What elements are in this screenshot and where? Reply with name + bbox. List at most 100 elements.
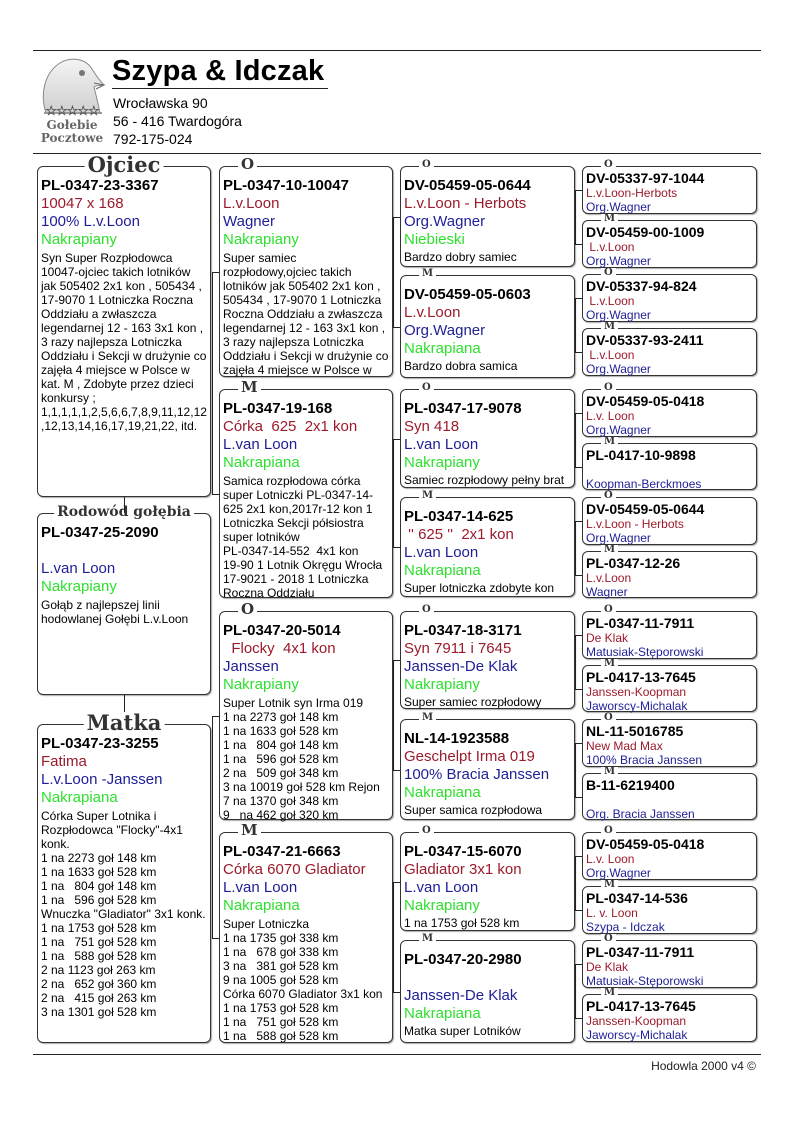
pigeon-name: Syn 418 xyxy=(404,418,460,435)
card-label: O xyxy=(419,160,434,170)
note-line: 1 na 1753 goł 528 km xyxy=(404,916,520,930)
ancestor-card-gen2[interactable]: O PL-0347-10-10047 L.v.Loon Wagner Nakrapian… xyxy=(219,157,393,377)
ancestor-card-gen4[interactable]: M DV-05337-93-2411 L.v.Loon Org.Wagner xyxy=(582,322,757,376)
note-line: Oddziału i Sekcji w drużynie co xyxy=(41,349,207,363)
father-card[interactable]: Ojciec PL-0347-23-3367 10047 x 168 100% L.v… xyxy=(37,154,211,497)
ancestor-card-gen4[interactable]: O NL-11-5016785 New Mad Max 100% Bracia Jan… xyxy=(582,713,757,767)
pigeon-name: Janssen-Koopman xyxy=(586,1014,687,1028)
card-content: DV-05459-05-0603 L.v.Loon Org.Wagner Nakrap… xyxy=(404,286,572,373)
note-line: Super samiec xyxy=(223,251,297,265)
breeder-line: L.van Loon xyxy=(223,436,298,453)
ancestor-card-gen4[interactable]: M PL-0347-14-536 L. v. Loon Szypa - Idczak xyxy=(582,880,757,934)
ancestor-card-gen4[interactable]: O DV-05459-05-0418 L.v. Loon Org.Wagner xyxy=(582,383,757,437)
connector-line xyxy=(575,635,576,689)
note-line: 3 razy najlepsza Lotniczka xyxy=(223,335,364,349)
note-line: Bardzo dobra samica xyxy=(404,359,518,373)
ancestor-card-gen4[interactable]: O DV-05459-05-0418 L.v. Loon Org.Wagner xyxy=(582,826,757,880)
connector-line xyxy=(575,190,582,191)
ancestor-card-gen3[interactable]: M PL-0347-20-2980 Janssen-De Klak Nakrapian… xyxy=(400,934,575,1043)
ancestor-card-gen4[interactable]: O PL-0347-11-7911 De Klak Matusiak-Stęporow… xyxy=(582,605,757,659)
footer-credit: Hodowla 2000 v4 © xyxy=(651,1059,756,1073)
card-content: PL-0347-23-3367 10047 x 168 100% L.v.Loon N… xyxy=(41,177,208,433)
ancestor-card-gen4[interactable]: M PL-0417-10-9898 Koopman-Berckmoes xyxy=(582,437,757,491)
ancestor-card-gen4[interactable]: M DV-05459-00-1009 L.v.Loon Org.Wagner xyxy=(582,214,757,268)
connector-line xyxy=(575,413,582,414)
card-label: O xyxy=(601,160,616,170)
breeder-line: L.van Loon xyxy=(404,544,479,561)
card-label: M xyxy=(601,214,619,224)
card-label: M xyxy=(601,322,619,332)
ancestor-card-gen4[interactable]: M PL-0347-12-26 L.v.Loon Wagner xyxy=(582,545,757,599)
logo-text-line2: Pocztowe xyxy=(40,131,104,145)
ancestor-card-gen3[interactable]: O PL-0347-18-3171 Syn 7911 i 7645 Janssen-D… xyxy=(400,605,575,709)
connector-line xyxy=(212,272,213,494)
connector-line xyxy=(575,298,576,352)
ancestor-card-gen3[interactable]: M PL-0347-14-625 '' 625 '' 2x1 kon L.van L… xyxy=(400,491,575,597)
pigeon-name: Fatima xyxy=(41,753,87,770)
pigeon-head-icon xyxy=(42,58,106,114)
ancestor-card-gen3[interactable]: O PL-0347-17-9078 Syn 418 L.van Loon Nakrapi… xyxy=(400,383,575,488)
ancestor-card-gen2[interactable]: M PL-0347-21-6663 Córka 6070 Gladiator L.va… xyxy=(219,823,393,1043)
note-line: hodowlanej Gołębi L.v.Loon xyxy=(41,612,189,626)
pigeon-name: L.v.Loon-Herbots xyxy=(586,186,678,200)
card-content: DV-05337-97-1044 L.v.Loon-Herbots Org.Wagn… xyxy=(586,170,754,214)
card-label: M xyxy=(601,880,619,890)
ancestor-card-gen3[interactable]: O DV-05459-05-0644 L.v.Loon - Herbots Org.W… xyxy=(400,160,575,267)
note-line: 1 na 588 goł 528 km xyxy=(223,1029,339,1043)
connector-line xyxy=(212,494,219,495)
connector-line xyxy=(124,695,125,712)
card-label: Ojciec xyxy=(84,154,164,176)
ancestor-card-gen4[interactable]: M PL-0417-13-7645 Janssen-Koopman Jaworscy-… xyxy=(582,988,757,1042)
ancestor-card-gen3[interactable]: M NL-14-1923588 Geschelpt Irma 019 100% Bra… xyxy=(400,713,575,820)
ancestor-card-gen3[interactable]: M DV-05459-05-0603 L.v.Loon Org.Wagner Nakra… xyxy=(400,269,575,378)
ancestor-card-gen4[interactable]: O DV-05459-05-0644 L.v.Loon - Herbots Org.W… xyxy=(582,491,757,545)
header-divider xyxy=(33,153,761,154)
pigeon-name: L.v.Loon xyxy=(586,571,632,585)
mother-card[interactable]: Matka PL-0347-23-3255 Fatima L.v.Loon -Jans… xyxy=(37,712,211,1043)
pigeon-notes: Samica rozpłodowa córka super Lotniczki P… xyxy=(223,474,390,600)
color-description: Nakrapiana xyxy=(41,789,118,806)
breeder-line: Org.Wagner xyxy=(586,362,651,376)
card-content: DV-05459-05-0418 L.v. Loon Org.Wagner xyxy=(586,393,754,437)
note-line: 19-90 1 Lotnik Okręgu Wrocła xyxy=(223,558,383,572)
connector-line xyxy=(575,856,582,857)
card-label: M xyxy=(419,491,437,501)
ancestor-card-gen4[interactable]: O DV-05337-97-1044 L.v.Loon-Herbots Org.Wag… xyxy=(582,160,757,214)
card-label: O xyxy=(419,383,434,393)
breeder-line: Matusiak-Stęporowski xyxy=(586,974,704,988)
note-line: 1 na 804 goł 148 km xyxy=(41,879,157,893)
connector-line xyxy=(575,910,582,911)
card-content: NL-14-1923588 Geschelpt Irma 019 100% Brac… xyxy=(404,730,572,817)
breeder-line: Org.Wagner xyxy=(586,254,651,268)
ancestor-card-gen4[interactable]: M B-11-6219400 Org. Bracia Janssen xyxy=(582,767,757,821)
ancestor-card-gen4[interactable]: O DV-05337-94-824 L.v.Loon Org.Wagner xyxy=(582,268,757,322)
note-line: 7 na 1370 goł 348 km xyxy=(223,794,339,808)
ancestor-card-gen2[interactable]: M PL-0347-19-168 Córka 625 2x1 kon L.van Lo… xyxy=(219,380,393,600)
breeder-title: Szypa & Idczak xyxy=(112,55,329,89)
breeder-line: L.van Loon xyxy=(404,879,479,896)
card-label: M xyxy=(238,380,261,395)
note-line: 1 na 751 goł 528 km xyxy=(223,1015,339,1029)
color-description: Nakrapiana xyxy=(404,340,481,357)
breeder-line: L.van Loon xyxy=(41,560,116,577)
ancestor-card-gen4[interactable]: M PL-0417-13-7645 Janssen-Koopman Jaworscy-… xyxy=(582,659,757,713)
color-description: Nakrapiany xyxy=(404,897,480,914)
note-line: 1 na 588 goł 528 km xyxy=(41,949,157,963)
pigeon-notes: Córka Super Lotnika i Rozpłodowca "Flocky… xyxy=(41,809,208,1019)
subject-card[interactable]: Rodowód gołębia PL-0347-25-2090 L.van Loon… xyxy=(37,505,211,695)
note-line: 1 na 2273 goł 148 km xyxy=(223,710,339,724)
card-label: O xyxy=(419,826,434,836)
card-content: PL-0347-20-5014 Flocky 4x1 kon Janssen Nak… xyxy=(223,622,390,822)
ring-number: PL-0347-20-2980 xyxy=(404,951,522,968)
ancestor-card-gen3[interactable]: O PL-0347-15-6070 Gladiator 3x1 kon L.van L… xyxy=(400,826,575,931)
pigeon-notes: Matka super Lotników xyxy=(404,1024,572,1038)
color-description: Nakrapiany xyxy=(404,676,480,693)
pigeon-name: L.v.Loon xyxy=(586,348,635,362)
note-line: 9 na 462 goł 320 km xyxy=(223,808,339,822)
note-line: 10047-ojciec takich lotników xyxy=(41,265,191,279)
note-line: 1 na 1735 goł 338 km xyxy=(223,931,339,945)
card-label: Matka xyxy=(83,712,165,734)
ancestor-card-gen2[interactable]: O PL-0347-20-5014 Flocky 4x1 kon Janssen Na… xyxy=(219,602,393,822)
ring-number: PL-0347-11-7911 xyxy=(586,615,695,631)
ancestor-card-gen4[interactable]: O PL-0347-11-7911 De Klak Matusiak-Stęporow… xyxy=(582,934,757,988)
